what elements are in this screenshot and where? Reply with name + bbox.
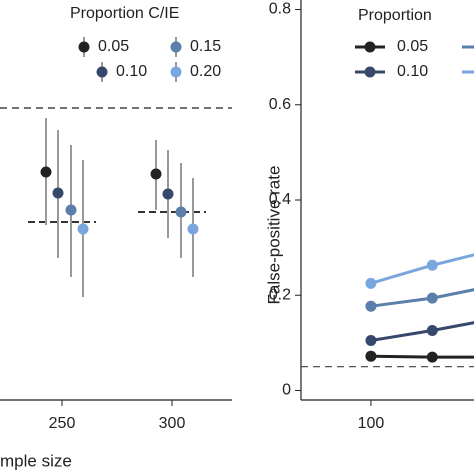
y-axis-label: False-positive rate	[264, 166, 283, 305]
legend-label: 0.10	[116, 63, 147, 80]
y-tick-label: 0	[282, 382, 291, 399]
x-axis-label: mple size	[0, 451, 72, 470]
point	[40, 166, 52, 178]
line	[370, 288, 474, 308]
legend-marker	[170, 66, 182, 78]
point	[426, 292, 438, 304]
point	[426, 351, 438, 363]
legend-label: 0.05	[98, 38, 129, 55]
legend-label: 0.20	[190, 63, 221, 80]
point	[162, 188, 174, 200]
y-tick-label: 0.6	[269, 96, 291, 113]
point	[365, 300, 377, 312]
point	[175, 206, 187, 218]
plot-area	[301, 253, 474, 368]
point	[365, 277, 377, 289]
point	[365, 350, 377, 362]
legend-marker	[364, 66, 376, 78]
legend-label: 0.10	[397, 63, 428, 80]
legend-title: Proportion C/IE	[70, 5, 179, 22]
line	[370, 321, 474, 342]
legend-label: 0.05	[397, 38, 428, 55]
legend-marker	[364, 41, 376, 53]
point	[426, 324, 438, 336]
y-tick-label: 0.8	[269, 1, 291, 18]
y-tick-label: 0.4	[269, 191, 291, 208]
point	[365, 334, 377, 346]
point	[187, 223, 199, 235]
legend-marker	[78, 41, 90, 53]
legend-marker	[96, 66, 108, 78]
x-tick-label: 250	[49, 415, 76, 432]
point	[77, 223, 89, 235]
legend-label: 0.15	[190, 38, 221, 55]
x-tick-label: 300	[159, 415, 186, 432]
line	[370, 354, 474, 359]
point	[426, 259, 438, 271]
point	[65, 204, 77, 216]
point	[52, 187, 64, 199]
legend-title: Proportion	[358, 7, 432, 24]
y-tick-label: 0.2	[269, 286, 291, 303]
point	[150, 168, 162, 180]
legend-marker	[170, 41, 182, 53]
x-tick-label: 100	[358, 415, 385, 432]
line	[370, 253, 474, 285]
